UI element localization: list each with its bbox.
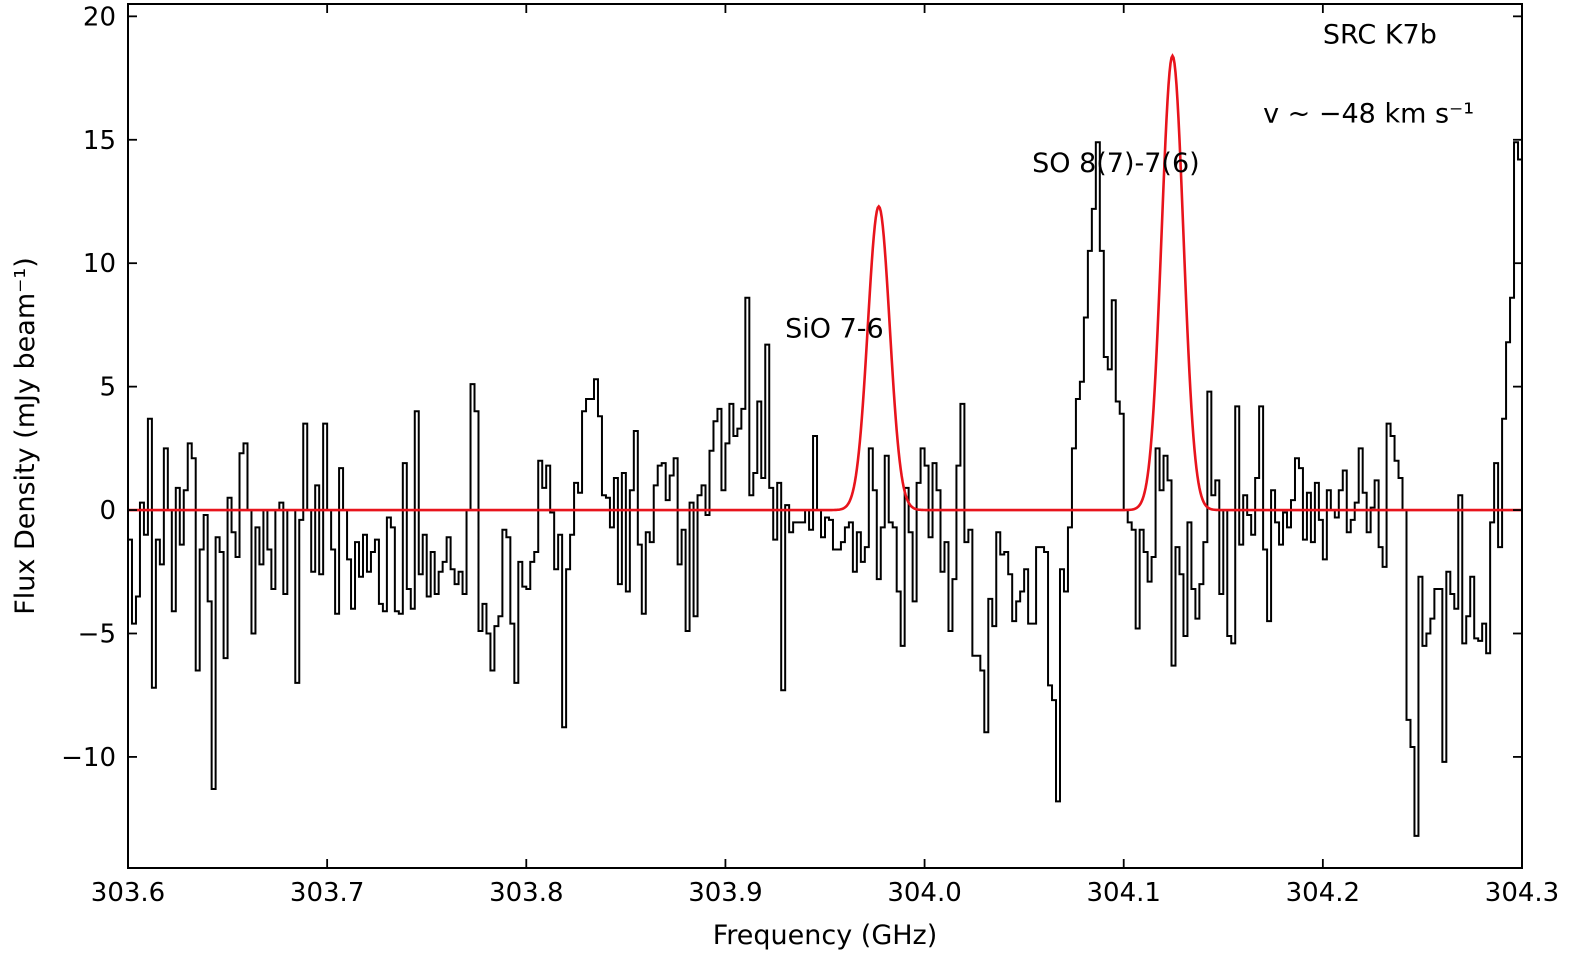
y-tick-label: 15: [83, 126, 116, 156]
x-tick-label: 304.2: [1286, 878, 1360, 908]
x-axis: 303.6 303.7 303.8 303.9 304.0 304.1 304.2 304.3: [91, 4, 1559, 908]
x-tick-label: 303.9: [688, 878, 762, 908]
gaussian-fit-line: [128, 53, 1522, 512]
plot-frame: [127, 3, 1523, 869]
y-tick-label: 10: [83, 249, 116, 279]
x-tick-label: 304.0: [887, 878, 961, 908]
y-axis: −10 −5 0 5 10 15 20: [61, 2, 1522, 773]
y-tick-label: −5: [78, 619, 116, 649]
y-tick-label: −10: [61, 743, 116, 773]
x-tick-label: 304.1: [1086, 878, 1160, 908]
annotation-label: SO 8(7)-7(6): [1032, 148, 1200, 179]
y-tick-label: 5: [99, 373, 116, 403]
x-tick-label: 304.3: [1485, 878, 1559, 908]
y-tick-label: 20: [83, 2, 116, 32]
annotations: SiO 7-6 SO 8(7)-7(6) SRC K7b v ~ −48 km s⁻¹: [785, 19, 1474, 344]
annotation-label: SiO 7-6: [785, 313, 884, 344]
x-tick-label: 303.7: [290, 878, 364, 908]
plot-area: [128, 53, 1522, 837]
y-tick-label: 0: [99, 496, 116, 526]
annotation-label: v ~ −48 km s⁻¹: [1263, 98, 1474, 129]
annotation-label: SRC K7b: [1323, 19, 1437, 50]
spectrum-step-line: [128, 54, 1522, 837]
y-axis-label: Flux Density (mJy beam⁻¹): [10, 257, 41, 615]
x-tick-label: 303.6: [91, 878, 165, 908]
x-axis-label: Frequency (GHz): [713, 920, 938, 951]
x-tick-label: 303.8: [489, 878, 563, 908]
